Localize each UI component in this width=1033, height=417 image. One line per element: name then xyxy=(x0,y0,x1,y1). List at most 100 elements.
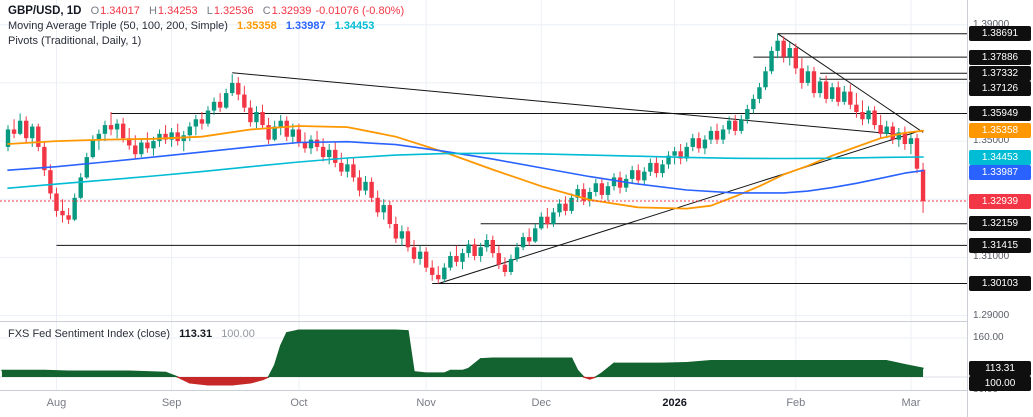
candle-body xyxy=(205,110,211,124)
candle-body xyxy=(896,132,902,140)
candle-body xyxy=(751,98,756,110)
sentiment-line xyxy=(128,370,167,374)
candle-body xyxy=(757,87,762,99)
time-axis-label: Dec xyxy=(531,397,552,409)
sentiment-line xyxy=(164,371,179,378)
candle-body xyxy=(714,130,720,140)
candle-body xyxy=(914,138,920,169)
open-value: 1.34017 xyxy=(100,5,140,17)
candle-body xyxy=(478,247,483,256)
candle-body xyxy=(884,126,889,134)
candle-body xyxy=(254,112,259,123)
candle-body xyxy=(860,112,865,120)
candle-body xyxy=(878,125,883,134)
candle-body xyxy=(114,123,120,130)
sentiment-line xyxy=(231,382,252,386)
candle-body xyxy=(726,120,732,130)
candle-body xyxy=(514,247,520,259)
sentiment-area-negative xyxy=(1,377,924,385)
candle-body xyxy=(223,93,229,108)
sentiment-line xyxy=(261,376,270,381)
price-axis-label: 1.35000 xyxy=(973,135,1010,147)
candle-body xyxy=(5,129,11,147)
sentiment-line xyxy=(395,329,409,332)
candle-body xyxy=(314,139,320,147)
sentiment-line xyxy=(595,372,603,378)
candle-body xyxy=(260,112,265,126)
sentiment-line xyxy=(570,357,579,372)
candle-body xyxy=(690,138,695,147)
candle-body xyxy=(284,120,289,137)
candle-body xyxy=(411,247,417,259)
sentiment-line xyxy=(249,378,264,384)
candle-body xyxy=(302,142,308,149)
candle-body xyxy=(508,258,514,272)
candle-body xyxy=(817,81,823,94)
candle-body xyxy=(611,177,617,187)
candle-body xyxy=(696,138,702,149)
sma50-line xyxy=(7,125,924,210)
price-badge: 1.32939 xyxy=(969,193,1031,209)
candle-body xyxy=(175,132,180,142)
candle-body xyxy=(805,71,811,83)
sentiment-line xyxy=(443,369,452,374)
candle-body xyxy=(672,151,677,156)
candle-body xyxy=(333,149,338,163)
candle-body xyxy=(551,212,556,224)
sentiment-indicator-title: FXS Fed Sentiment Index (close) xyxy=(8,328,171,340)
candle-body xyxy=(217,101,223,108)
time-axis[interactable]: Aug Sep Oct Nov Dec 2026 Feb Mar xyxy=(0,391,967,417)
candle-body xyxy=(720,129,726,140)
ma-indicator-row[interactable]: Moving Average Triple (50, 100, 200, Sim… xyxy=(8,19,404,34)
candle-body xyxy=(36,126,41,147)
low-label: L xyxy=(206,5,213,17)
candle-body xyxy=(23,120,29,139)
candle-body xyxy=(684,146,689,159)
candle-body xyxy=(199,119,205,124)
close-value: 1.32939 xyxy=(271,5,312,17)
candle-body xyxy=(339,162,344,172)
candle-body xyxy=(272,126,277,140)
candlestick-chart[interactable] xyxy=(0,0,967,321)
sentiment-line xyxy=(479,357,494,360)
sentiment-legend[interactable]: FXS Fed Sentiment Index (close) 113.31 1… xyxy=(8,327,255,341)
candle-body xyxy=(345,164,350,172)
symbol-title: GBP/USD, 1D xyxy=(8,5,82,17)
sentiment-line xyxy=(576,369,585,378)
candle-body xyxy=(211,101,217,111)
pivots-indicator-row[interactable]: Pivots (Traditional, Daily, 1) xyxy=(8,34,404,49)
sentiment-area-chart[interactable] xyxy=(0,322,967,390)
candle-body xyxy=(48,170,53,194)
candle-body xyxy=(102,125,108,134)
candle-body xyxy=(823,81,829,99)
candle-body xyxy=(557,203,562,213)
candle-body xyxy=(654,162,659,174)
candle-body xyxy=(187,126,192,136)
candle-body xyxy=(702,139,708,149)
candle-body xyxy=(836,87,841,102)
candle-body xyxy=(490,240,495,254)
candle-body xyxy=(545,216,550,224)
ma200-value: 1.34453 xyxy=(334,20,375,32)
main-chart-pane[interactable]: GBP/USD, 1D O1.34017 H1.34253 L1.32536 C… xyxy=(0,0,967,322)
candle-body xyxy=(320,146,326,158)
candle-body xyxy=(539,216,544,229)
time-axis-label: Feb xyxy=(786,397,806,409)
high-label: H xyxy=(148,5,157,17)
sma200-line xyxy=(7,152,924,189)
sentiment-pane[interactable]: FXS Fed Sentiment Index (close) 113.31 1… xyxy=(0,322,967,391)
price-badge: 1.38691 xyxy=(969,26,1031,42)
sentiment-line xyxy=(407,330,415,373)
candle-body xyxy=(575,189,580,198)
price-axis[interactable]: 1.39000 1.35000 1.31000 1.29000 1.38691 1.378… xyxy=(967,0,1033,417)
symbol-legend-row[interactable]: GBP/USD, 1D O1.34017 H1.34253 L1.32536 C… xyxy=(8,4,404,19)
candle-body xyxy=(866,110,871,120)
price-badge: 1.37332 xyxy=(969,65,1031,81)
sma100-line xyxy=(7,140,924,194)
price-badge: 1.37126 xyxy=(969,80,1031,96)
candle-body xyxy=(472,244,477,256)
candle-body xyxy=(533,228,538,242)
candle-body xyxy=(120,123,126,139)
price-axis-label: 1.39000 xyxy=(973,18,1010,30)
candle-body xyxy=(902,132,908,144)
